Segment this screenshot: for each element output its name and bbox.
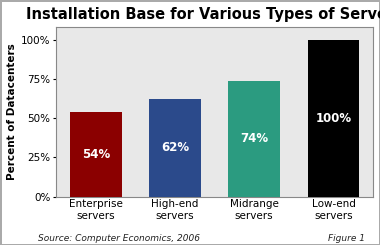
Bar	[149, 99, 201, 196]
Text: 74%: 74%	[240, 132, 268, 145]
Text: Source: Computer Economics, 2006: Source: Computer Economics, 2006	[38, 234, 200, 243]
Text: 100%: 100%	[315, 112, 352, 125]
Text: 54%: 54%	[82, 148, 110, 161]
Title: Installation Base for Various Types of Servers: Installation Base for Various Types of S…	[26, 7, 380, 22]
Y-axis label: Percent of Datacenters: Percent of Datacenters	[7, 44, 17, 180]
Text: 62%: 62%	[161, 141, 189, 154]
Bar	[70, 112, 122, 196]
Text: Figure 1: Figure 1	[328, 234, 365, 243]
Bar	[228, 81, 280, 196]
Bar	[308, 40, 359, 196]
